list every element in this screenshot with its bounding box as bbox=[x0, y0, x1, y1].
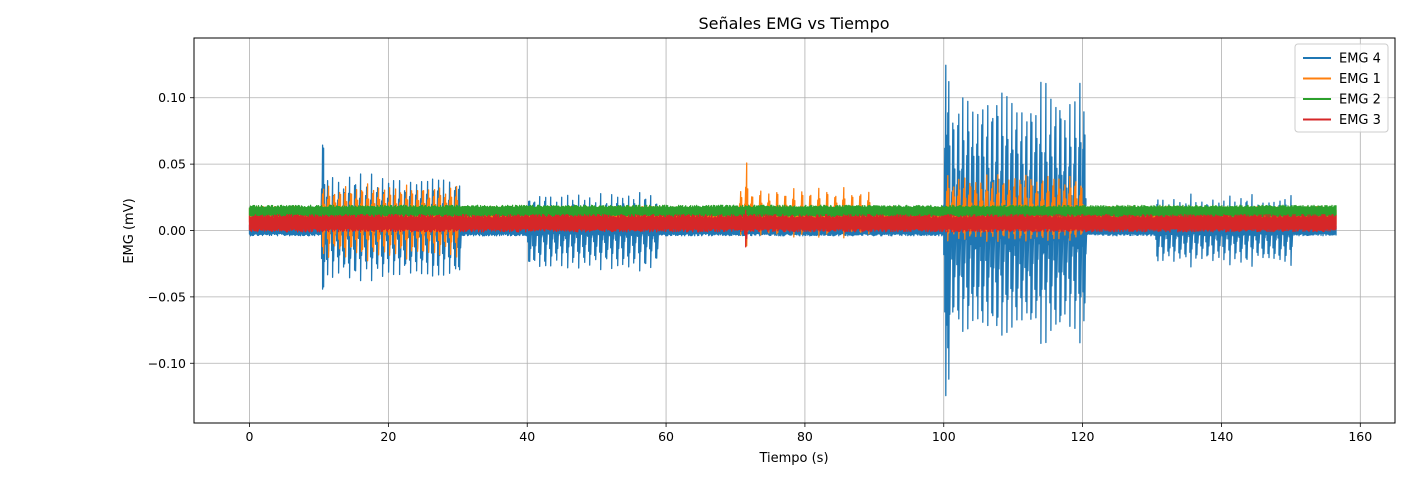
x-tick-label: 160 bbox=[1348, 429, 1372, 444]
y-tick-label: 0.05 bbox=[158, 157, 186, 172]
x-tick-label: 0 bbox=[246, 429, 254, 444]
legend-label: EMG 3 bbox=[1339, 113, 1381, 128]
x-tick-label: 120 bbox=[1071, 429, 1095, 444]
y-tick-label: 0.10 bbox=[158, 90, 186, 105]
y-tick-label: −0.05 bbox=[148, 289, 186, 304]
legend: EMG 4 EMG 1 EMG 2 EMG 3 bbox=[1294, 43, 1389, 133]
legend-box bbox=[1294, 43, 1389, 133]
x-axis-label: Tiempo (s) bbox=[758, 451, 828, 466]
x-tick-label: 100 bbox=[932, 429, 956, 444]
x-tick-label: 20 bbox=[380, 429, 396, 444]
x-tick-label: 80 bbox=[797, 429, 813, 444]
y-tick-label: 0.00 bbox=[158, 223, 186, 238]
chart-title: Señales EMG vs Tiempo bbox=[698, 14, 889, 33]
legend-label: EMG 2 bbox=[1339, 93, 1381, 108]
y-tick-label: −0.10 bbox=[148, 356, 186, 371]
x-tick-label: 140 bbox=[1210, 429, 1234, 444]
series-line-emg-2 bbox=[248, 204, 1337, 218]
series-line-emg-3 bbox=[248, 209, 1337, 248]
x-tick-label: 60 bbox=[658, 429, 674, 444]
plot-area bbox=[248, 64, 1337, 397]
legend-label: EMG 1 bbox=[1339, 72, 1381, 87]
x-tick-label: 40 bbox=[519, 429, 535, 444]
y-axis-label: EMG (mV) bbox=[122, 198, 137, 263]
legend-label: EMG 4 bbox=[1339, 52, 1381, 67]
ticks: 0 20 40 60 80 100 120 140 160 −0.10 −0.05 0.00 0.05 0… bbox=[148, 90, 1373, 444]
